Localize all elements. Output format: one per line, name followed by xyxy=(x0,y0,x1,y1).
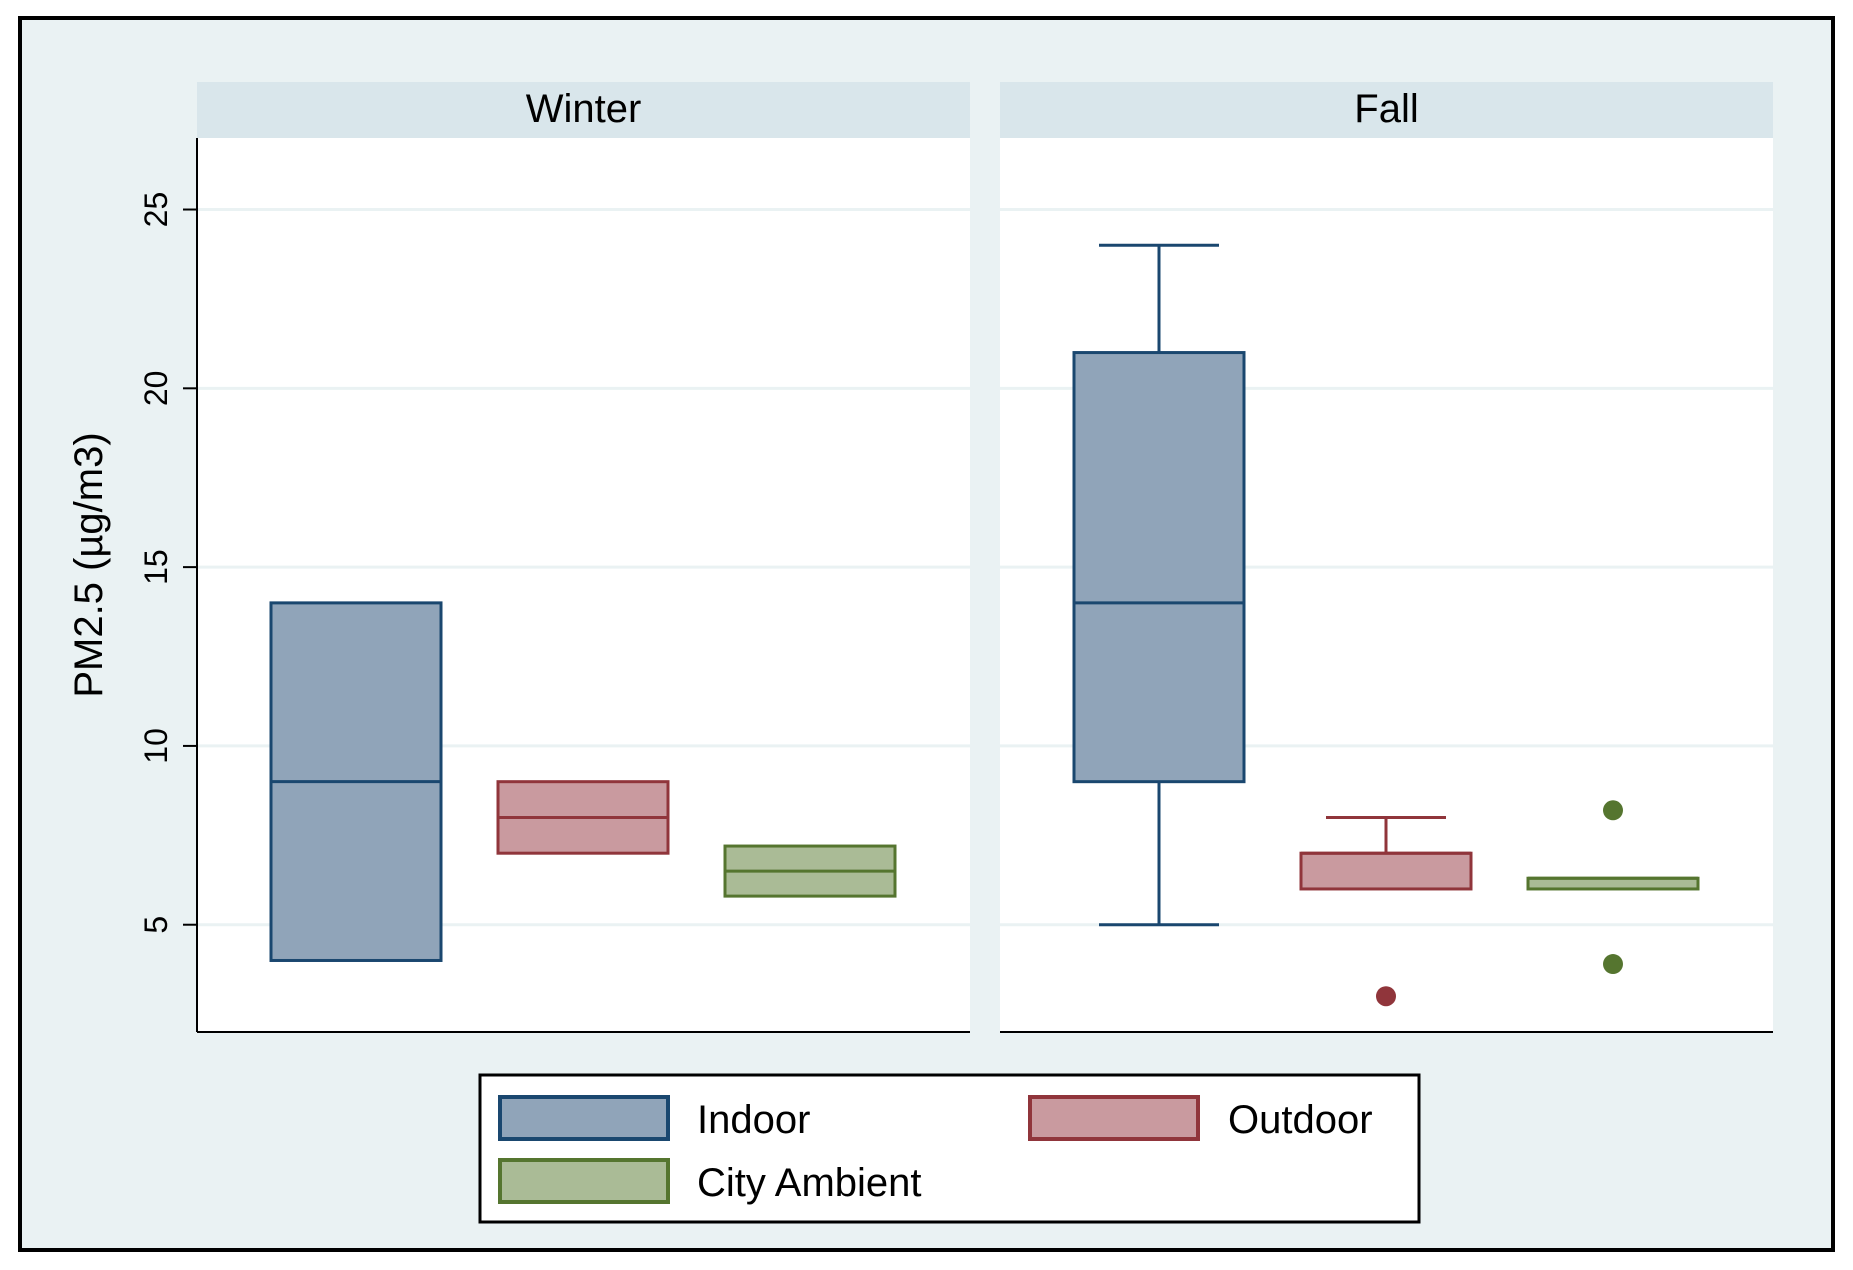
panel-winter: Winter 5 10 15 20 25 xyxy=(138,82,970,1033)
y-tick-label: 25 xyxy=(138,192,174,228)
panel-header xyxy=(197,82,970,138)
outlier-point xyxy=(1603,800,1623,821)
outlier-point xyxy=(1603,954,1623,975)
panels-layer: Winter 5 10 15 20 25 Fall xyxy=(138,82,1773,1033)
y-tick-label: 20 xyxy=(138,371,174,407)
box-iqr xyxy=(1072,351,1246,784)
y-tick-label: 10 xyxy=(138,728,174,764)
y-tick-label: 5 xyxy=(138,916,174,934)
legend-label: Indoor xyxy=(697,1098,810,1142)
box-iqr xyxy=(1526,876,1700,891)
box-iqr xyxy=(1299,851,1473,891)
box-indoor xyxy=(269,601,443,962)
panel-fall: Fall xyxy=(1000,82,1773,1033)
panel-title: Fall xyxy=(1354,87,1418,131)
panel-title: Winter xyxy=(526,87,642,131)
box-outdoor xyxy=(1299,815,1473,1007)
legend-swatch xyxy=(498,1158,670,1204)
panel-header xyxy=(1000,82,1773,138)
legend: Indoor Outdoor City Ambient xyxy=(478,1073,1421,1224)
y-tick-label: 15 xyxy=(138,549,174,585)
outlier-point xyxy=(1376,986,1396,1007)
box-outdoor xyxy=(496,780,670,855)
legend-label: City Ambient xyxy=(697,1161,922,1205)
y-axis-title: PM2.5 (µg/m3) xyxy=(67,432,111,697)
box-city-ambient xyxy=(723,844,897,898)
legend-swatch xyxy=(1028,1095,1200,1141)
legend-label: Outdoor xyxy=(1228,1098,1373,1142)
box-indoor xyxy=(1072,243,1246,927)
legend-swatch xyxy=(498,1095,670,1141)
box-city-ambient xyxy=(1526,800,1700,975)
